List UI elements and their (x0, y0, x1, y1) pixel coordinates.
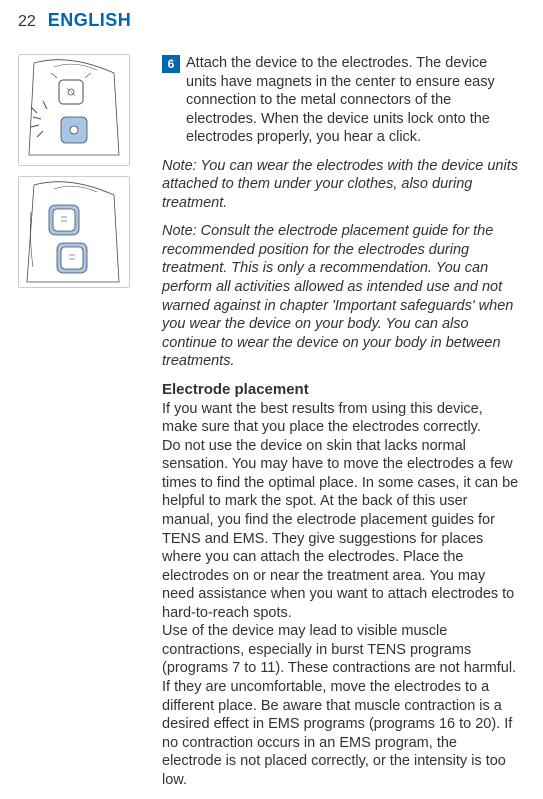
language-title: ENGLISH (48, 10, 132, 31)
step-text: Attach the device to the electrodes. The… (186, 54, 519, 147)
section-title: Electrode placement (162, 381, 519, 398)
page-header: 22 ENGLISH (0, 0, 543, 31)
note-1: Note: You can wear the electrodes with t… (162, 157, 519, 213)
step-number-badge: 6 (162, 55, 180, 73)
page-number: 22 (18, 13, 36, 31)
step-6: 6 Attach the device to the electrodes. T… (162, 54, 519, 147)
diagram-attach-device (18, 54, 130, 166)
section-body: If you want the best results from using … (162, 400, 519, 789)
diagram-electrodes-on-body (18, 176, 130, 288)
main-content: 6 Attach the device to the electrodes. T… (162, 54, 519, 789)
diagram-2-svg (19, 177, 131, 289)
diagram-1-svg (19, 55, 131, 167)
note-2: Note: Consult the electrode placement gu… (162, 222, 519, 370)
